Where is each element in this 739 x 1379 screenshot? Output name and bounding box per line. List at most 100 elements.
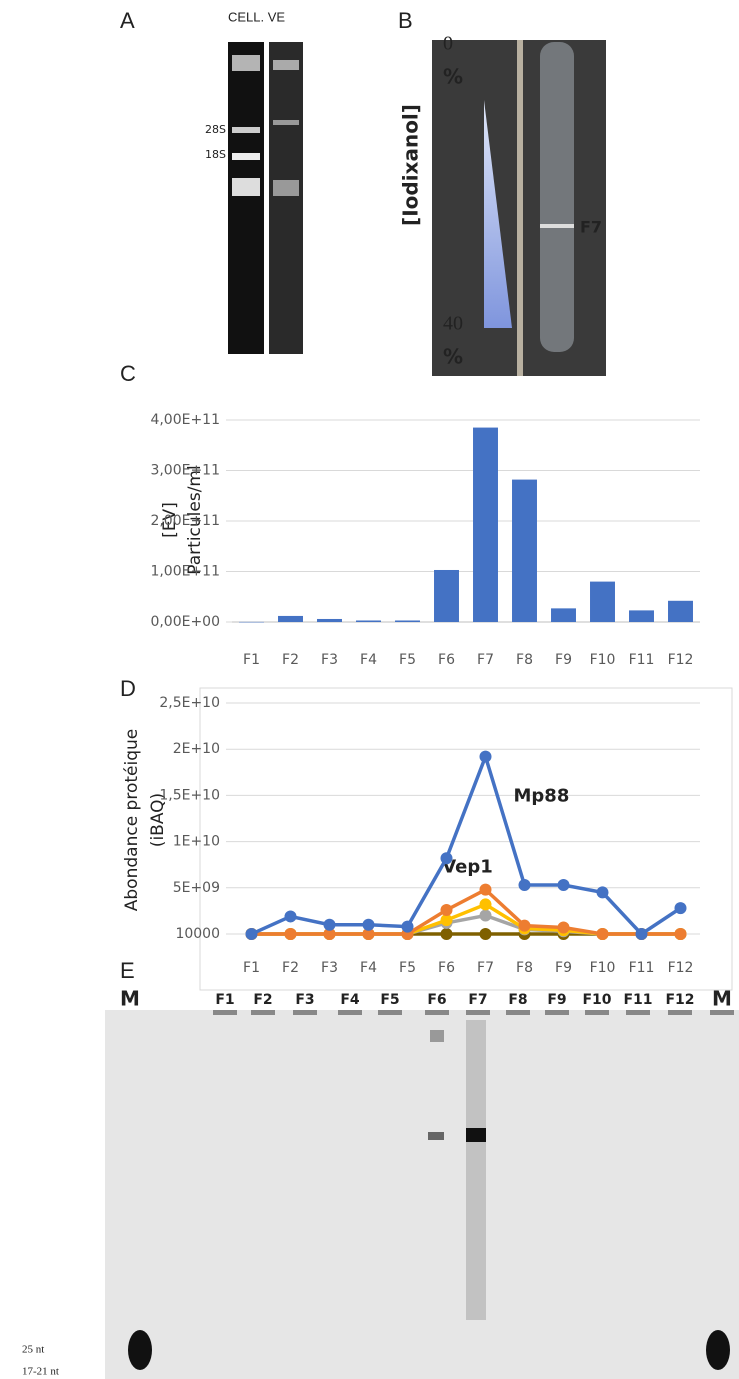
lane-label: F10 bbox=[582, 992, 611, 1008]
x-tick-label: F4 bbox=[360, 960, 377, 976]
gel-well bbox=[585, 1010, 609, 1015]
point bbox=[479, 883, 492, 896]
y-tick-label: 1,5E+10 bbox=[159, 787, 220, 803]
bar bbox=[395, 620, 420, 622]
size-label: 25 nt bbox=[22, 1344, 44, 1356]
point bbox=[401, 920, 414, 933]
y-axis-title: [EV] bbox=[160, 502, 180, 538]
gel-well bbox=[293, 1010, 317, 1015]
y-tick-label: 2,5E+10 bbox=[159, 695, 220, 711]
point bbox=[245, 928, 258, 940]
f7-band bbox=[540, 224, 574, 228]
bar bbox=[629, 610, 654, 622]
bar bbox=[512, 479, 537, 622]
x-tick-label: F3 bbox=[321, 652, 338, 668]
gel-band bbox=[232, 127, 260, 133]
point bbox=[479, 909, 492, 922]
bar bbox=[317, 618, 342, 622]
lane-label: F2 bbox=[253, 992, 272, 1008]
gel-well bbox=[378, 1010, 402, 1015]
point bbox=[284, 928, 297, 940]
gradient bbox=[484, 100, 512, 328]
point bbox=[440, 903, 453, 916]
gel-band bbox=[428, 1132, 444, 1140]
gel-smear bbox=[466, 1020, 486, 1320]
series-label: Vep1 bbox=[442, 857, 493, 878]
bar bbox=[551, 608, 576, 622]
gel-well bbox=[710, 1010, 734, 1015]
point bbox=[362, 928, 375, 940]
y-axis-title: Particules/ml bbox=[185, 465, 205, 574]
y-axis-title: Abondance protéique bbox=[122, 729, 142, 911]
x-tick-label: F11 bbox=[629, 960, 655, 976]
x-tick-label: F12 bbox=[668, 960, 694, 976]
point bbox=[323, 928, 336, 940]
point bbox=[674, 928, 687, 940]
point bbox=[479, 750, 492, 763]
point bbox=[440, 852, 453, 865]
bar bbox=[278, 615, 303, 622]
bar bbox=[590, 581, 615, 622]
lane-label: F12 bbox=[665, 992, 694, 1008]
y-tick-label: 1E+10 bbox=[173, 834, 220, 850]
lane-label: F11 bbox=[623, 992, 652, 1008]
ladder bbox=[128, 1330, 152, 1370]
gel-band bbox=[273, 60, 299, 70]
point bbox=[596, 928, 609, 940]
point bbox=[518, 919, 531, 932]
point bbox=[557, 921, 570, 934]
point bbox=[284, 910, 297, 923]
x-tick-label: F11 bbox=[629, 652, 655, 668]
scale-unit: % bbox=[443, 345, 463, 369]
series-label: Mp88 bbox=[514, 786, 570, 807]
x-tick-label: F9 bbox=[555, 960, 572, 976]
x-tick-label: F1 bbox=[243, 960, 260, 976]
marker-label: 28S bbox=[205, 123, 226, 136]
tube bbox=[540, 42, 574, 352]
x-tick-label: F3 bbox=[321, 960, 338, 976]
bar bbox=[356, 620, 381, 622]
point bbox=[323, 918, 336, 931]
gel-lane bbox=[228, 42, 264, 354]
scale-label: 0 bbox=[443, 33, 453, 55]
gel-band bbox=[273, 120, 299, 125]
ladder bbox=[706, 1330, 730, 1370]
x-tick-label: F10 bbox=[590, 652, 616, 668]
gel-well bbox=[668, 1010, 692, 1015]
x-tick-label: F6 bbox=[438, 960, 455, 976]
point bbox=[440, 928, 453, 940]
y-axis-title: (iBAQ) bbox=[148, 793, 168, 847]
series-line bbox=[250, 751, 682, 937]
axis-label: [Iodixanol] bbox=[399, 104, 423, 226]
size-label: 17-21 nt bbox=[22, 1366, 59, 1378]
gel-well bbox=[251, 1010, 275, 1015]
bar bbox=[239, 621, 264, 623]
x-tick-label: F9 bbox=[555, 652, 572, 668]
lane-label: F3 bbox=[295, 992, 314, 1008]
gel-band bbox=[232, 55, 260, 71]
gel-well bbox=[338, 1010, 362, 1015]
y-tick-label: 2E+10 bbox=[173, 741, 220, 757]
point bbox=[557, 879, 570, 892]
x-tick-label: F2 bbox=[282, 652, 299, 668]
gel-well bbox=[213, 1010, 237, 1015]
panel-letter: C bbox=[120, 361, 136, 386]
point bbox=[362, 918, 375, 931]
gel bbox=[105, 1010, 739, 1379]
y-tick-label: 3,00E+11 bbox=[150, 463, 220, 479]
series-line bbox=[251, 887, 681, 936]
rod bbox=[517, 40, 523, 376]
chart-frame bbox=[199, 687, 733, 991]
x-tick-label: F8 bbox=[516, 960, 533, 976]
lane-label: F5 bbox=[380, 992, 399, 1008]
gel-band bbox=[232, 153, 260, 160]
y-tick-label: 4,00E+11 bbox=[150, 412, 220, 428]
x-tick-label: F10 bbox=[590, 960, 616, 976]
gel-well bbox=[506, 1010, 530, 1015]
lane-label: F1 bbox=[215, 992, 234, 1008]
bar bbox=[434, 569, 459, 622]
point bbox=[635, 928, 648, 940]
panel-letter: A bbox=[120, 8, 135, 33]
